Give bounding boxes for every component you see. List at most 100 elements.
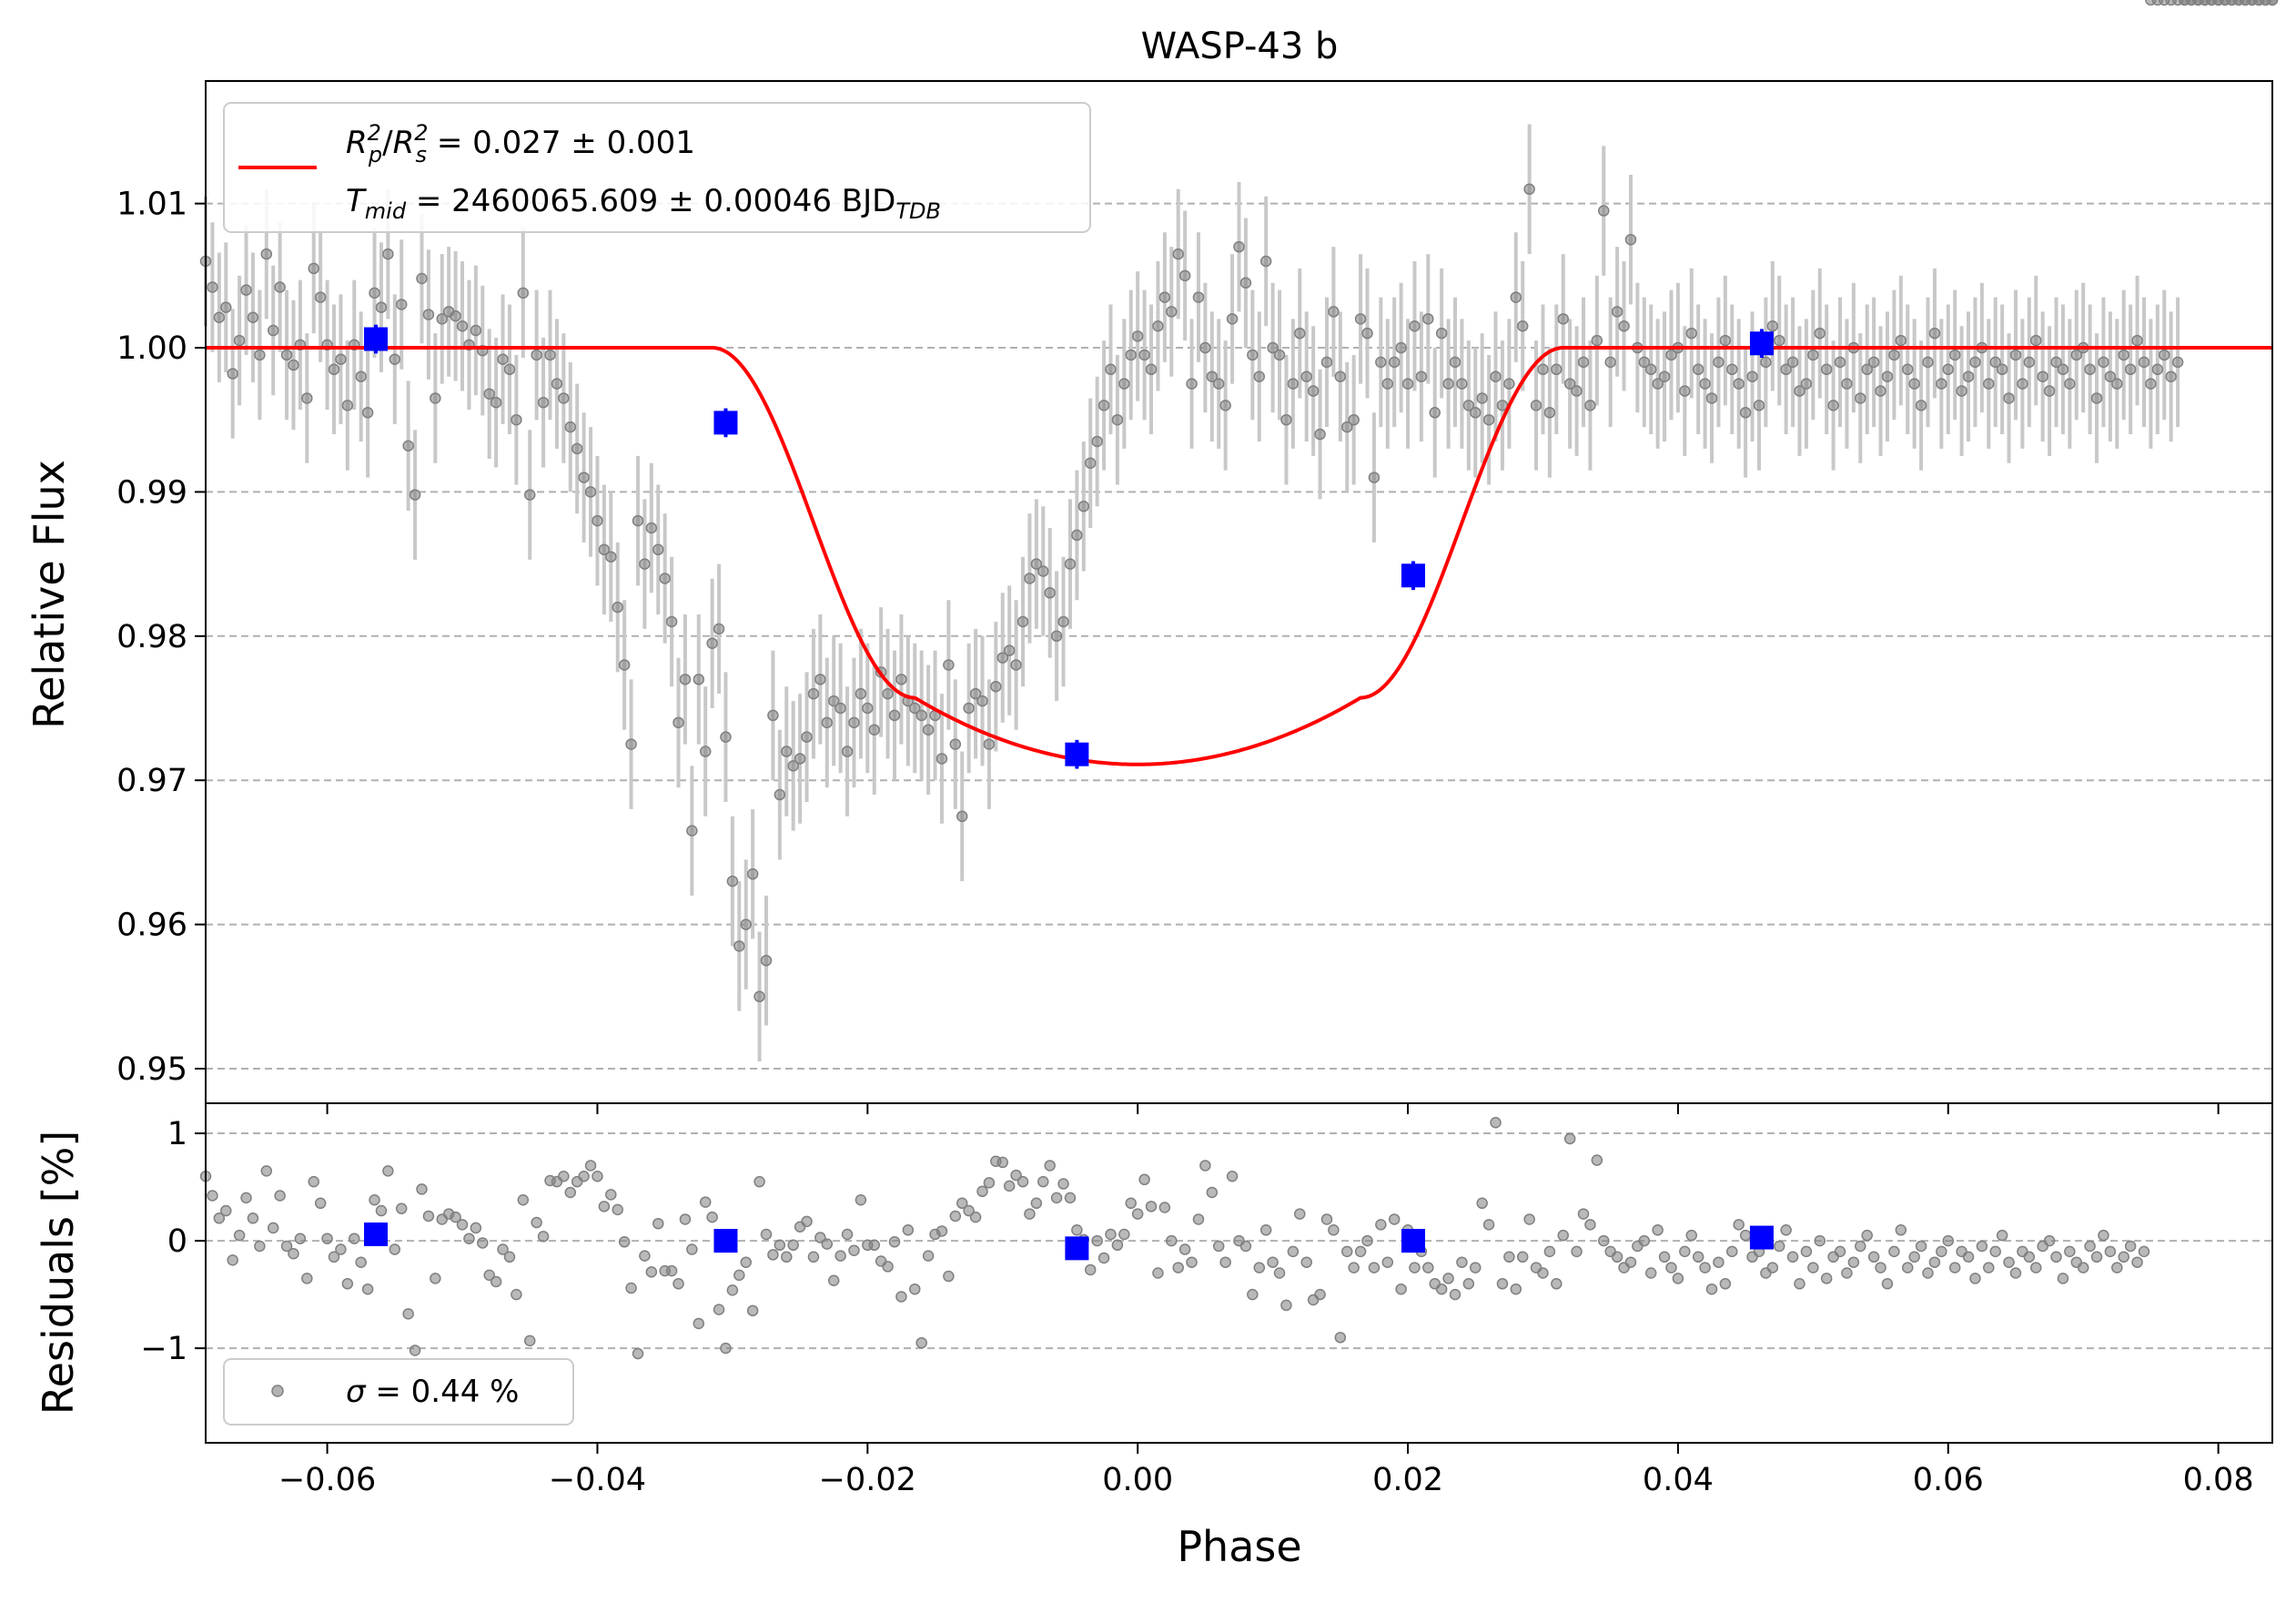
residual-point (1280, 1299, 1292, 1312)
data-point (1800, 378, 1813, 390)
data-point (544, 349, 556, 361)
residual-point (450, 1211, 461, 1223)
data-point (1219, 400, 1231, 411)
data-point (430, 392, 441, 404)
residual-point (1983, 1262, 1995, 1273)
residual-point (1118, 1228, 1130, 1241)
residual-point (503, 1251, 516, 1263)
data-point (402, 440, 414, 451)
data-point (1415, 370, 1428, 382)
residual-point (564, 1186, 577, 1199)
data-point (841, 746, 854, 757)
x-axis-label: Phase (1177, 1522, 1301, 1571)
data-point (1320, 356, 1333, 369)
data-point (848, 716, 860, 729)
data-point (1551, 363, 1563, 376)
data-point (409, 489, 421, 501)
data-point (1206, 370, 1219, 382)
residual-point (1192, 1213, 1205, 1225)
residual-point (612, 1203, 623, 1216)
data-point (1888, 349, 1900, 361)
residual-point (2050, 1251, 2062, 1263)
residual-point (375, 1204, 388, 1217)
residual-point (301, 1273, 313, 1284)
residual-point (2104, 1245, 2117, 1258)
data-point (612, 601, 623, 614)
data-point (2165, 370, 2177, 382)
data-point (1537, 363, 1549, 376)
binned-point (1749, 331, 1774, 356)
residual-point (280, 1240, 293, 1253)
residual-point (983, 1177, 996, 1189)
data-point (2104, 370, 2117, 382)
residual-point (395, 1202, 408, 1214)
data-point (564, 421, 577, 433)
residual-point (1030, 1197, 1043, 1210)
residual-point (807, 1251, 820, 1263)
data-point (1030, 558, 1043, 570)
residual-point (1699, 1262, 1711, 1273)
residual-point (1611, 1251, 1623, 1263)
residual-point (233, 1229, 246, 1242)
residual-point (422, 1210, 435, 1223)
residual-point (976, 1185, 988, 1198)
data-point (308, 262, 319, 275)
residual-point (537, 1231, 550, 1243)
data-point (2159, 349, 2170, 361)
data-point (1152, 320, 1164, 332)
residual-point (1158, 1202, 1171, 1213)
x-tick-label: 0.02 (1372, 1462, 1443, 1498)
residual-point (1969, 1273, 1981, 1284)
data-point (1105, 363, 1117, 376)
data-point (220, 301, 232, 313)
residual-point (1050, 1192, 1063, 1204)
residual-point (1780, 1224, 1792, 1236)
residual-point (1470, 1262, 1482, 1273)
residual-point (1037, 1175, 1049, 1188)
residual-point (1482, 1219, 1495, 1231)
residual-point (2077, 1262, 2089, 1273)
data-point (2070, 349, 2083, 361)
data-point (956, 810, 968, 823)
residual-point (922, 1250, 935, 1262)
data-point (1773, 334, 1785, 347)
data-point (254, 349, 266, 361)
residual-point (1105, 1228, 1117, 1241)
residual-point (1719, 1278, 1732, 1290)
residual-point (1219, 1256, 1231, 1268)
data-point (1624, 233, 1637, 246)
bottom-x-ticks: −0.06 −0.04 −0.02 0.00 0.02 0.04 0.06 0.08 (278, 1443, 2254, 1498)
residual-point (430, 1273, 441, 1284)
residual-point (1928, 1256, 1941, 1268)
data-point (969, 687, 982, 700)
residual-point (2084, 1240, 2096, 1253)
residual-point (720, 1342, 732, 1354)
residual-point (781, 1251, 793, 1263)
residual-point (1388, 1213, 1401, 1225)
residual-point (1591, 1154, 1603, 1166)
data-point (996, 652, 1008, 664)
binned-residual-point (1065, 1236, 1089, 1261)
data-point (1557, 313, 1569, 325)
data-point (1456, 378, 1468, 390)
y-axis-label-residuals: Residuals [%] (34, 1131, 83, 1415)
residual-point (220, 1204, 232, 1217)
residual-point (477, 1237, 489, 1249)
residual-point (1855, 1240, 1866, 1253)
data-point (1962, 370, 1975, 382)
residual-point (1294, 1208, 1306, 1220)
residual-point (1510, 1283, 1522, 1295)
data-point (1983, 378, 1995, 390)
binned-point (364, 327, 389, 351)
residual-point (1942, 1234, 1955, 1247)
data-point (1368, 472, 1381, 483)
data-point (943, 659, 955, 671)
residual-point (2064, 1245, 2076, 1258)
residual-point (1841, 1267, 1853, 1279)
data-point (787, 760, 799, 772)
data-point (1834, 356, 1846, 369)
residual-point (632, 1347, 644, 1360)
data-point (523, 489, 536, 501)
data-point (1044, 587, 1056, 599)
data-point (1166, 306, 1178, 318)
